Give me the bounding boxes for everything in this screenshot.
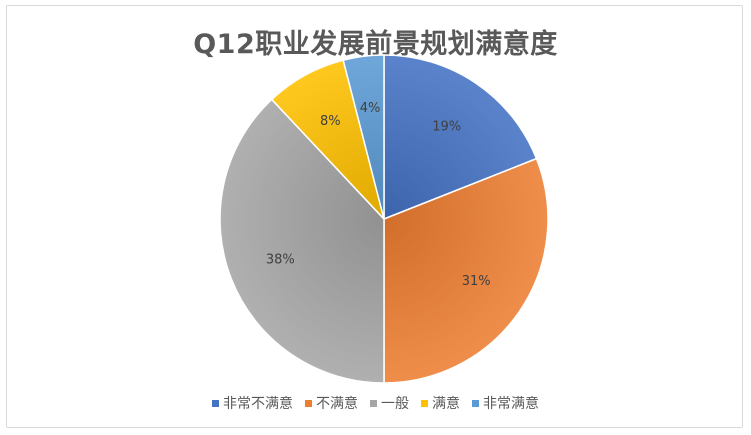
pie-slice-1 xyxy=(383,54,538,221)
slice-label-3: 38% xyxy=(266,253,295,268)
legend-label: 非常满意 xyxy=(483,396,539,412)
legend-label: 非常不满意 xyxy=(223,396,293,412)
legend-swatch xyxy=(370,399,377,407)
legend-swatch xyxy=(472,399,479,407)
legend-swatch xyxy=(212,399,219,407)
pie-slice-2 xyxy=(383,157,549,384)
slice-label-5: 4% xyxy=(360,101,381,116)
pie-slice-3 xyxy=(219,98,385,384)
legend-item-4: 满意 xyxy=(421,393,460,413)
legend-swatch xyxy=(421,399,428,407)
legend-item-2: 不满意 xyxy=(305,393,358,413)
slice-label-2: 31% xyxy=(462,274,491,289)
legend-label: 满意 xyxy=(432,396,460,412)
chart-legend: 非常不满意 不满意 一般 满意 非常满意 xyxy=(0,393,751,413)
slice-label-1: 19% xyxy=(432,119,461,134)
legend-label: 一般 xyxy=(381,396,409,412)
slice-label-4: 8% xyxy=(320,114,341,129)
legend-label: 不满意 xyxy=(316,396,358,412)
legend-item-3: 一般 xyxy=(370,393,409,413)
pie-slice-5 xyxy=(342,54,385,220)
legend-swatch xyxy=(305,399,312,407)
legend-item-1: 非常不满意 xyxy=(212,393,293,413)
legend-item-5: 非常满意 xyxy=(472,393,539,413)
